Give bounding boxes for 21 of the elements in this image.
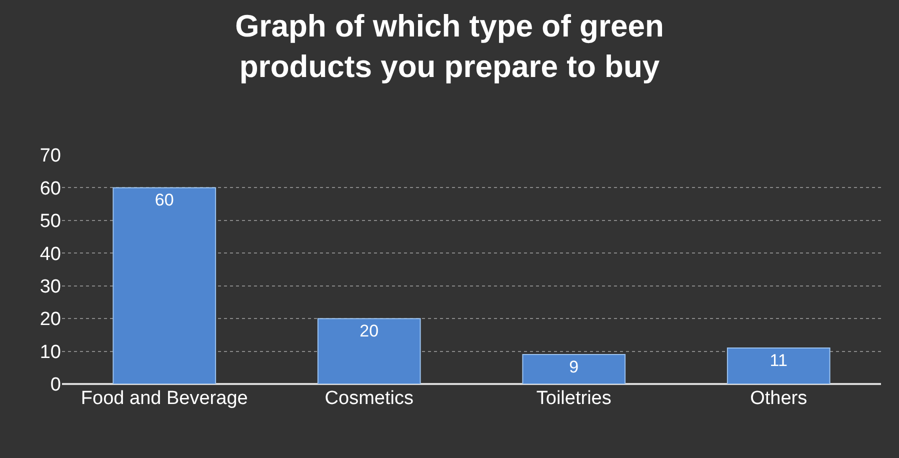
y-tick-label: 20 (40, 309, 61, 330)
chart-title: Graph of which type of green products you prepare to buy (235, 8, 664, 84)
data-label: 60 (154, 190, 174, 210)
y-tick-label: 70 (40, 146, 61, 167)
bar (112, 187, 216, 384)
y-tick-label: 50 (40, 211, 61, 232)
bar (726, 348, 830, 384)
y-tick-label: 10 (40, 342, 61, 363)
x-tick-label: Toiletries (536, 388, 612, 409)
y-tick-label: 40 (40, 244, 61, 265)
data-label: 11 (770, 351, 788, 370)
y-tick-label: 0 (50, 374, 61, 396)
bar (317, 318, 421, 384)
bar (522, 354, 626, 384)
x-tick-label: Others (750, 388, 808, 409)
x-tick-label: Cosmetics (324, 388, 414, 409)
x-tick-label: Food and Beverage (80, 388, 248, 409)
y-tick-label: 30 (40, 276, 61, 298)
data-label: 20 (360, 322, 379, 341)
data-label: 9 (569, 358, 579, 377)
y-tick-label: 60 (40, 178, 61, 200)
